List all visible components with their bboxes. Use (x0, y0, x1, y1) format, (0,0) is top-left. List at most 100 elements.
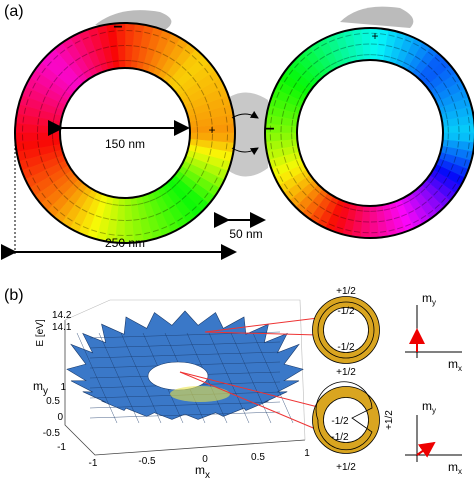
spin-arrow (460, 91, 464, 98)
charge-label: +1/2 (336, 462, 356, 473)
spin-arrow (131, 203, 138, 206)
mesh-line (89, 401, 281, 409)
spin-arrow (103, 46, 110, 49)
spin-arrow (457, 141, 460, 148)
spin-arrow (305, 178, 311, 184)
charge-label: -1/2 (331, 416, 349, 427)
spin-arrow (22, 143, 25, 150)
connector (179, 371, 319, 408)
spin-arrow (443, 178, 448, 184)
axis-label: my (422, 399, 436, 415)
spin-arrow (270, 116, 273, 124)
spin-arrow (343, 206, 350, 210)
spin-arrow (204, 163, 208, 170)
spin-arrow (271, 108, 274, 115)
spin-arrow (53, 183, 58, 189)
spin-arrow (191, 55, 197, 60)
spin-arrow (355, 220, 362, 223)
spin-arrow (200, 89, 205, 96)
spin-arrow (110, 218, 117, 221)
spin-arrow (198, 61, 203, 67)
spin-arrow (415, 192, 421, 198)
spin-arrow (345, 229, 352, 232)
spin-arrow (73, 77, 79, 82)
spin-arrow (408, 210, 414, 214)
spin-arrow (209, 111, 212, 118)
spin-arrow (425, 183, 431, 189)
spin-arrow (73, 184, 79, 189)
spin-arrow (378, 43, 385, 46)
spin-arrow (325, 197, 331, 202)
spin-arrow (148, 215, 155, 218)
spin-arrow (176, 81, 181, 87)
spin-arrow (466, 151, 469, 158)
spin-arrow (53, 114, 56, 121)
spin-arrow (455, 149, 459, 156)
spin-arrow (53, 145, 56, 152)
dimension-label: 150 nm (105, 137, 145, 151)
connector (204, 331, 319, 336)
spin-arrow (63, 66, 69, 71)
spin-arrow (441, 63, 446, 69)
spin-arrow (438, 184, 443, 190)
spin-arrow (273, 159, 277, 166)
mini-ring-edge (312, 386, 380, 454)
spin-arrow (355, 43, 362, 46)
spin-arrow (58, 163, 63, 170)
spin-arrow (53, 206, 59, 211)
spin-arrow (337, 226, 344, 230)
spin-arrow (314, 188, 320, 194)
spin-arrow (337, 203, 343, 207)
spin-arrow (144, 31, 151, 35)
spin-arrow (133, 45, 140, 48)
axis-label: m (422, 399, 432, 413)
spin-arrow (94, 198, 101, 202)
mini-ring-edge (323, 397, 369, 443)
spin-arrow (452, 76, 457, 83)
spin-arrow (196, 83, 201, 89)
mesh-line (208, 332, 250, 424)
spin-arrow (286, 95, 290, 102)
spin-arrow (415, 68, 421, 74)
spin-arrow (184, 212, 191, 217)
spin-arrow (452, 183, 457, 190)
spin-arrow (82, 226, 89, 230)
spin-arrow (181, 195, 187, 200)
axis-sub: x (458, 364, 462, 373)
spin-arrow (88, 195, 95, 200)
spin-arrow (177, 44, 183, 49)
spin-arrow (429, 178, 435, 184)
spin-arrow (155, 195, 162, 200)
spin-arrow (413, 42, 419, 47)
spin-arrow (434, 57, 440, 62)
spin-arrow (36, 75, 41, 81)
flow-loop (317, 301, 375, 359)
spin-arrow (283, 76, 288, 83)
spin-arrow (106, 61, 113, 64)
spin-arrow (137, 202, 144, 205)
spin-arrow (350, 55, 357, 58)
spin-arrow (192, 77, 197, 83)
spin-arrow (446, 140, 449, 147)
spin-arrow (65, 174, 70, 180)
spin-arrow (396, 36, 403, 40)
x-tick-label: 0 (202, 454, 208, 465)
surface-peak (170, 386, 230, 402)
spin-arrow (169, 222, 176, 226)
spin-arrow (190, 157, 194, 164)
spin-arrow (135, 233, 142, 236)
spin-arrow (377, 54, 384, 57)
spin-arrow (456, 176, 461, 182)
spin-arrow (65, 86, 70, 92)
spin-arrow (218, 90, 222, 97)
spin-arrow (281, 149, 285, 156)
charge-label: +1/2 (336, 286, 356, 297)
spin-arrow (286, 164, 290, 171)
spin-arrow (25, 99, 29, 106)
spin-arrow (67, 217, 73, 222)
spin-arrow (289, 89, 293, 95)
spin-arrow (409, 197, 415, 202)
spin-arrow (69, 81, 74, 87)
spin-arrow (321, 42, 327, 47)
spin-arrow (383, 208, 390, 211)
